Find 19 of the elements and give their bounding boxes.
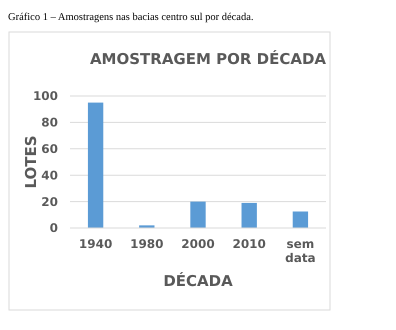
text: Gráfico 1 – Amostragens nas bacias centro sul por década. [8,12,254,23]
chart-title: AMOSTRAGEM POR DÉCADA [90,50,326,68]
x-tick-label: sem data [285,237,316,265]
y-tick-label: 0 [50,221,58,236]
x-tick-label: 2010 [232,237,266,251]
bar [242,202,257,228]
x-tick-label: 1940 [78,237,112,251]
bar [88,102,104,228]
bar [190,202,206,228]
x-tick-label: 1980 [130,237,164,251]
y-tick-label: 40 [41,168,58,182]
bar [292,212,308,228]
y-axis-title: LOTES [22,135,40,189]
y-tick-label: 100 [32,89,58,104]
y-tick-label: 20 [41,194,58,209]
x-tick-label: 2000 [181,237,215,251]
y-tick-label: 60 [41,142,58,156]
y-tick-label: 80 [41,116,58,130]
x-axis-title: DÉCADA [163,272,234,290]
